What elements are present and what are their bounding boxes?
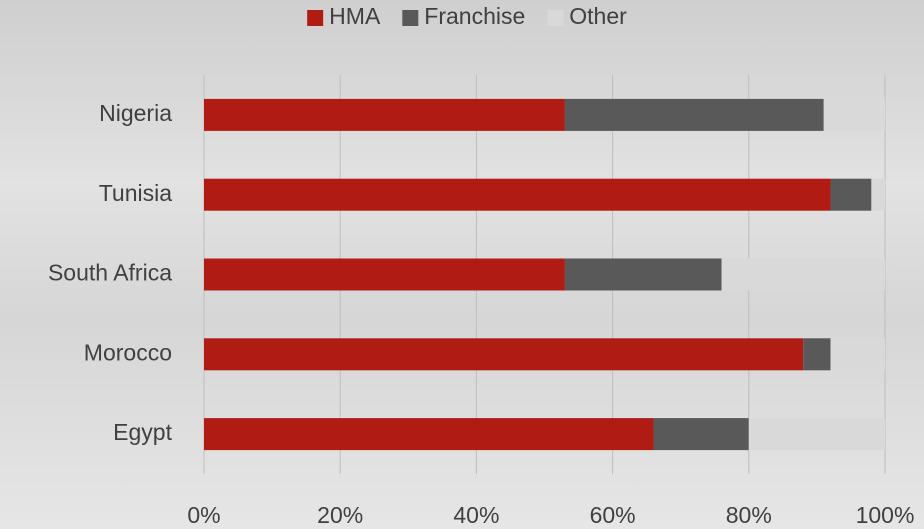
legend-label: Other [569, 3, 627, 29]
bar-segment [824, 99, 885, 131]
bar-segment [831, 179, 872, 211]
bar-segment [565, 259, 722, 291]
y-tick-label: Egypt [113, 419, 172, 445]
legend-label: HMA [329, 3, 381, 29]
x-tick-label: 0% [187, 502, 220, 528]
bar-segment [204, 99, 565, 131]
bar-segment [722, 259, 885, 291]
legend-swatch [547, 10, 563, 26]
y-tick-label: Morocco [84, 339, 172, 365]
bar-segment [204, 418, 653, 450]
x-tick-label: 40% [453, 502, 499, 528]
y-tick-label: South Africa [48, 260, 172, 286]
legend-label: Franchise [424, 3, 525, 29]
bar-segment [204, 338, 803, 370]
x-tick-label: 60% [590, 502, 636, 528]
bar-segment [803, 338, 830, 370]
bar-segment [204, 259, 565, 291]
chart: 0% 20% 40% 60% 80% 100% Nigeria Tunisia South Af… [0, 0, 924, 529]
bar-segment [204, 179, 831, 211]
bar-segment [831, 338, 885, 370]
y-tick-label: Nigeria [99, 100, 172, 126]
bar-segment [565, 99, 824, 131]
legend-swatch [307, 10, 323, 26]
legend-swatch [402, 10, 418, 26]
y-tick-label: Tunisia [99, 180, 172, 206]
x-tick-label: 100% [856, 502, 915, 528]
bar-segment [871, 179, 885, 211]
bar-segment [653, 418, 748, 450]
x-tick-label: 20% [317, 502, 363, 528]
x-tick-label: 80% [726, 502, 772, 528]
bar-segment [749, 418, 885, 450]
